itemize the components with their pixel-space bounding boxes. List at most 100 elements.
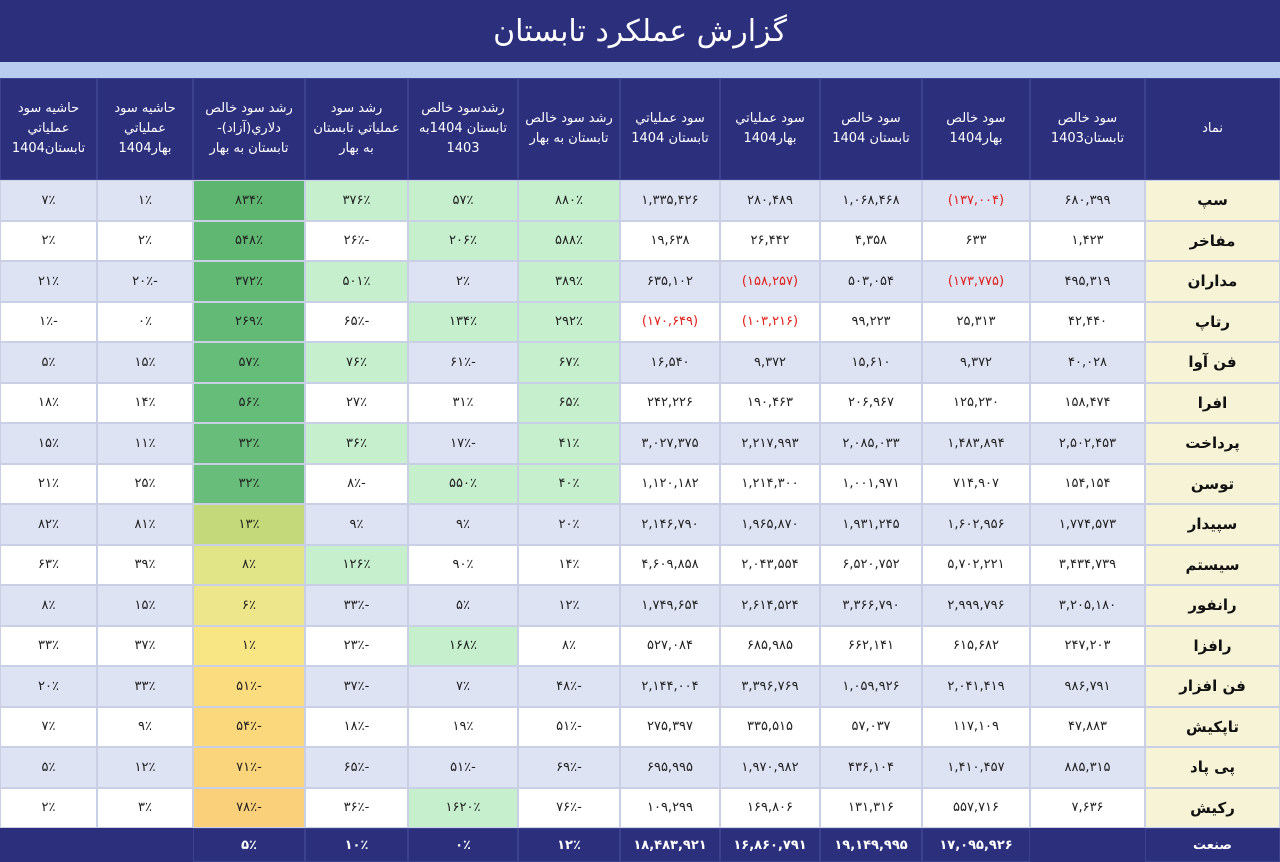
value-cell: ۱۹٪: [408, 706, 518, 747]
value-cell: ۳۳٪: [0, 625, 97, 666]
column-header: حاشیه سود عملیاتي بهار1404: [97, 78, 193, 180]
value-cell: -۴۸٪: [518, 666, 620, 707]
value-cell: ۱۳۴٪: [408, 301, 518, 342]
symbol: مفاخر: [1145, 220, 1280, 261]
value-cell: ۴,۶۰۹,۸۵۸: [620, 544, 720, 585]
value-cell: ۳۷۶٪: [305, 180, 408, 221]
column-header: حاشیه سود عملیاتي تابستان1404: [0, 78, 97, 180]
value-cell: ۶۳۵,۱۰۲: [620, 261, 720, 302]
value-cell: ۸۲٪: [0, 504, 97, 545]
value-cell: ۴۹۵,۳۱۹: [1030, 261, 1145, 302]
value-cell: ۸۳۴٪: [193, 180, 305, 221]
value-cell: ۱۵,۶۱۰: [820, 342, 922, 383]
symbol: سپ: [1145, 180, 1280, 221]
symbol: رانفور: [1145, 585, 1280, 626]
value-cell: ۱,۴۲۳: [1030, 220, 1145, 261]
symbol: رکیش: [1145, 787, 1280, 828]
value-cell: ۲٪: [97, 220, 193, 261]
title-bar: گزارش عملکرد تابستان: [0, 0, 1280, 62]
value-cell: ۴۱٪: [518, 423, 620, 464]
value-cell: ۱,۹۶۵,۸۷۰: [720, 504, 820, 545]
value-cell: (۱۷۰,۶۴۹): [620, 301, 720, 342]
symbol: مداران: [1145, 261, 1280, 302]
value-cell: ۶۸۵,۹۸۵: [720, 625, 820, 666]
value-cell: ۱۲۵,۲۳۰: [922, 382, 1030, 423]
value-cell: ۷,۶۳۶: [1030, 787, 1145, 828]
value-cell: ۲۰٪: [518, 504, 620, 545]
footer-value: ۱۹,۱۴۹,۹۹۵: [820, 828, 922, 862]
value-cell: ۱,۷۴۹,۶۵۴: [620, 585, 720, 626]
value-cell: ۵٪: [408, 585, 518, 626]
footer-value: ۱۸,۴۸۳,۹۲۱: [620, 828, 720, 862]
value-cell: ۲,۱۴۶,۷۹۰: [620, 504, 720, 545]
value-cell: ۸۸۵,۳۱۵: [1030, 747, 1145, 788]
value-cell: ۲۰٪: [0, 666, 97, 707]
value-cell: -۳۳٪: [305, 585, 408, 626]
value-cell: ۴۷,۸۸۳: [1030, 706, 1145, 747]
value-cell: ۷٪: [0, 706, 97, 747]
value-cell: ۹,۳۷۲: [720, 342, 820, 383]
value-cell: ۹,۳۷۲: [922, 342, 1030, 383]
value-cell: ۱۱٪: [97, 423, 193, 464]
value-cell: ۱۵٪: [0, 423, 97, 464]
value-cell: ۵۷,۰۳۷: [820, 706, 922, 747]
value-cell: ۱۲٪: [518, 585, 620, 626]
value-cell: ۵٪: [0, 342, 97, 383]
value-cell: ۳۳٪: [97, 666, 193, 707]
value-cell: ۳,۴۳۴,۷۳۹: [1030, 544, 1145, 585]
value-cell: ۳۲٪: [193, 423, 305, 464]
value-cell: ۱۱۷,۱۰۹: [922, 706, 1030, 747]
stripe: [0, 62, 1280, 78]
value-cell: ۱,۱۲۰,۱۸۲: [620, 463, 720, 504]
value-cell: ۱۲۶٪: [305, 544, 408, 585]
value-cell: ۱۶۲۰٪: [408, 787, 518, 828]
value-cell: ۲,۵۰۲,۴۵۳: [1030, 423, 1145, 464]
value-cell: ۵۷٪: [193, 342, 305, 383]
value-cell: ۱۵٪: [97, 585, 193, 626]
value-cell: -۱۷٪: [408, 423, 518, 464]
value-cell: ۱۰۹,۲۹۹: [620, 787, 720, 828]
value-cell: (۱۳۷,۰۰۴): [922, 180, 1030, 221]
value-cell: ۵۰۱٪: [305, 261, 408, 302]
value-cell: ۵٪: [0, 747, 97, 788]
value-cell: ۱۶,۵۴۰: [620, 342, 720, 383]
value-cell: ۱۵٪: [97, 342, 193, 383]
value-cell: ۱۳۱,۳۱۶: [820, 787, 922, 828]
value-cell: ۶۸۰,۳۹۹: [1030, 180, 1145, 221]
value-cell: -۵۱٪: [193, 666, 305, 707]
value-cell: -۲۰٪: [97, 261, 193, 302]
value-cell: ۸٪: [518, 625, 620, 666]
footer-value: ۵٪: [193, 828, 305, 862]
value-cell: ۵۰۳,۰۵۴: [820, 261, 922, 302]
value-cell: ۷٪: [408, 666, 518, 707]
value-cell: ۳,۳۹۶,۷۶۹: [720, 666, 820, 707]
value-cell: -۶۵٪: [305, 747, 408, 788]
value-cell: ۱,۰۶۸,۴۶۸: [820, 180, 922, 221]
value-cell: ۲۵٪: [97, 463, 193, 504]
value-cell: ۲۴۷,۲۰۳: [1030, 625, 1145, 666]
value-cell: ۵۷٪: [408, 180, 518, 221]
value-cell: ۷٪: [0, 180, 97, 221]
value-cell: ۳,۰۲۷,۳۷۵: [620, 423, 720, 464]
title: گزارش عملکرد تابستان: [493, 13, 787, 49]
value-cell: -۶۵٪: [305, 301, 408, 342]
footer-label: صنعت: [1145, 828, 1280, 862]
footer-value: ۱۷,۰۹۵,۹۲۶: [922, 828, 1030, 862]
value-cell: ۳۲٪: [193, 463, 305, 504]
value-cell: ۸٪: [193, 544, 305, 585]
value-cell: ۹٪: [305, 504, 408, 545]
value-cell: ۷۶٪: [305, 342, 408, 383]
value-cell: ۸۸۰٪: [518, 180, 620, 221]
symbol: پی پاد: [1145, 747, 1280, 788]
value-cell: ۱,۶۰۲,۹۵۶: [922, 504, 1030, 545]
value-cell: -۳۷٪: [305, 666, 408, 707]
value-cell: ۱,۳۳۵,۴۲۶: [620, 180, 720, 221]
value-cell: ۲۶,۴۴۲: [720, 220, 820, 261]
value-cell: ۱۵۴,۱۵۴: [1030, 463, 1145, 504]
value-cell: ۲۴۲,۲۲۶: [620, 382, 720, 423]
value-cell: (۱۷۳,۷۷۵): [922, 261, 1030, 302]
value-cell: ۵,۷۰۲,۲۲۱: [922, 544, 1030, 585]
value-cell: ۹۸۶,۷۹۱: [1030, 666, 1145, 707]
footer-value: ۱۰٪: [305, 828, 408, 862]
